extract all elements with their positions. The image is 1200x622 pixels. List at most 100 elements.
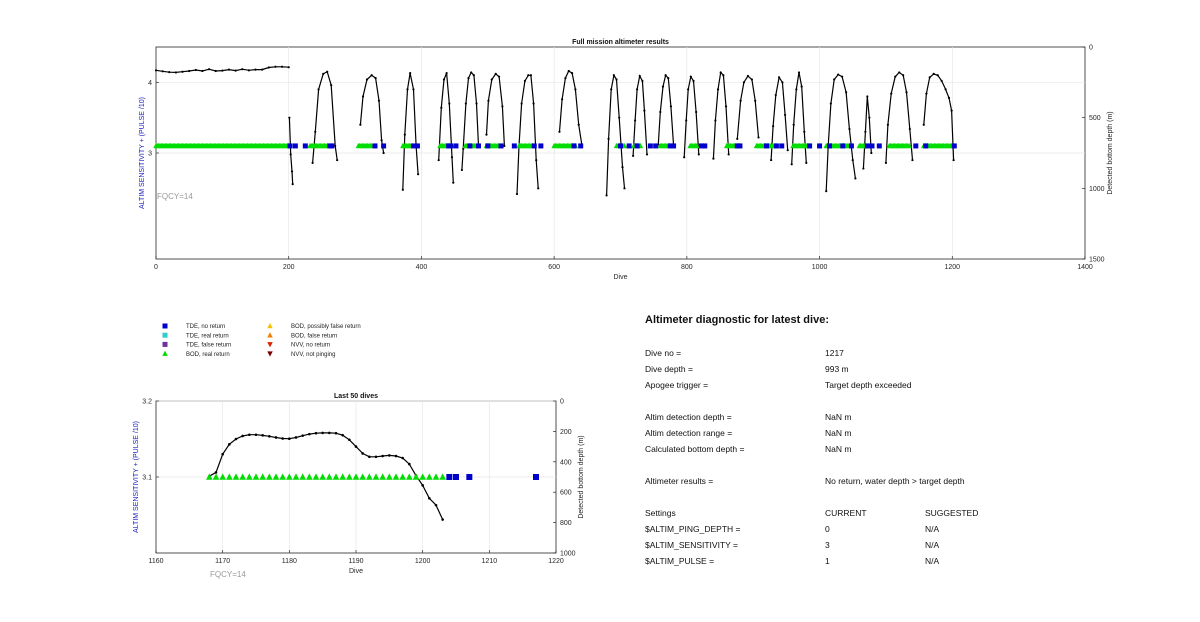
bottom-depth-point: [786, 149, 789, 152]
bottom-depth-line: [312, 70, 338, 163]
tde-no-return-marker: [287, 143, 293, 149]
bottom-depth-point: [359, 123, 362, 126]
y-left-tick-label: 3.1: [142, 475, 152, 482]
bottom-depth-point: [692, 79, 695, 83]
bottom-depth-point: [727, 153, 730, 156]
bod-real-return-marker: [439, 473, 446, 480]
bottom-depth-point: [621, 166, 624, 169]
bottom-depth-point: [570, 72, 574, 75]
bottom-depth-point: [361, 452, 364, 455]
bod-real-return-marker: [379, 473, 386, 480]
legend-label: NVV, no return: [291, 343, 330, 349]
bottom-depth-point: [290, 170, 294, 173]
sensitivity-suggested: N/A: [925, 540, 940, 550]
y-left-tick-label: 3: [148, 151, 152, 158]
bottom-depth-point: [845, 91, 848, 94]
bod-real-return-marker: [426, 473, 433, 480]
bottom-depth-point: [792, 123, 795, 126]
tde-no-return-marker: [864, 143, 870, 149]
current-header: CURRENT: [825, 508, 867, 518]
bottom-depth-point: [908, 127, 911, 131]
bottom-depth-point: [462, 147, 465, 150]
bottom-depth-point: [467, 76, 470, 80]
bottom-depth-point: [287, 66, 290, 69]
bottom-depth-point: [248, 433, 251, 437]
tde-no-return-marker: [763, 143, 769, 149]
tde-no-return-marker: [773, 143, 779, 149]
x-tick-label: 0: [154, 264, 158, 271]
bottom-depth-point: [421, 484, 424, 487]
bottom-depth-point: [803, 130, 806, 133]
y-right-tick-label: 200: [560, 429, 572, 436]
bottom-depth-point: [667, 76, 670, 80]
pulse-suggested: N/A: [925, 556, 940, 566]
bottom-depth-point: [394, 454, 398, 458]
legend-label: TDE, real return: [186, 333, 229, 339]
bottom-depth-point: [348, 438, 351, 442]
bottom-depth-point: [380, 139, 383, 142]
y-right-tick-label: 0: [1089, 45, 1093, 52]
bottom-depth-point: [274, 436, 278, 439]
bottom-depth-point: [558, 130, 561, 133]
bottom-depth-point: [661, 85, 665, 88]
bottom-depth-point: [341, 433, 344, 437]
bottom-depth-point: [618, 116, 621, 119]
bottom-depth-point: [234, 437, 238, 441]
tde-no-return-marker: [848, 143, 854, 149]
bottom-depth-point: [645, 153, 649, 156]
bottom-depth-point: [742, 81, 746, 84]
settings-label: Settings: [645, 508, 676, 518]
bottom-depth-point: [829, 102, 832, 105]
sensitivity-label: $ALTIM_SENSITIVITY =: [645, 540, 738, 550]
tde-no-return-marker: [453, 474, 459, 480]
bod-real-return-marker: [312, 473, 320, 480]
bod-real-return-marker: [359, 473, 366, 480]
tde-no-return-marker: [634, 143, 640, 149]
tde-no-return-marker: [913, 143, 919, 149]
bottom-depth-point: [452, 181, 455, 184]
bottom-depth-point: [739, 99, 742, 102]
altim-detection-depth-label: Altim detection depth =: [645, 412, 732, 422]
bod-real-return-marker: [226, 473, 233, 480]
bod-real-return-marker: [239, 473, 246, 480]
bottom-depth-point: [664, 74, 667, 77]
bottom-depth-point: [669, 105, 673, 108]
bottom-depth-point: [194, 68, 197, 72]
bottom-depth-point: [428, 496, 431, 500]
bottom-depth-point: [221, 69, 224, 72]
bottom-depth-point: [470, 71, 473, 74]
x-tick-label: 200: [283, 264, 295, 271]
tde-no-return-marker: [667, 143, 673, 149]
bottom-depth-point: [388, 454, 391, 457]
bod-real-return-marker: [372, 473, 380, 480]
bottom-depth-point: [697, 153, 700, 156]
bottom-depth-point: [605, 194, 608, 197]
bod-real-return-marker: [412, 473, 420, 480]
x-tick-label: 400: [416, 264, 428, 271]
bottom-depth-point: [188, 69, 191, 73]
bod-real-return-marker: [319, 473, 326, 480]
bottom-depth-point: [412, 88, 415, 91]
tde-no-return-marker: [498, 143, 504, 149]
tde-no-return-marker: [448, 143, 454, 149]
bod-real-return-marker: [299, 473, 306, 480]
bottom-depth-point: [685, 119, 688, 122]
bottom-depth-point: [683, 156, 686, 159]
bottom-depth-point: [228, 443, 231, 446]
bottom-depth-point: [503, 144, 506, 148]
bottom-depth-point: [268, 434, 271, 438]
bottom-depth-point: [643, 109, 646, 112]
bottom-depth-line: [923, 73, 955, 161]
y-left-tick-label: 3.2: [142, 399, 152, 406]
apogee-value: Target depth exceeded: [825, 380, 912, 390]
bottom-depth-point: [472, 74, 475, 77]
bottom-depth-point: [281, 437, 284, 440]
bod-real-return-marker: [399, 473, 406, 480]
bottom-depth-point: [774, 93, 777, 97]
tde-no-return-marker: [414, 143, 420, 149]
bottom-depth-point: [440, 106, 443, 109]
bottom-depth-point: [772, 125, 775, 128]
bottom-depth-point: [317, 88, 320, 91]
bottom-depth-line: [461, 71, 480, 171]
bottom-depth-point: [911, 158, 914, 162]
